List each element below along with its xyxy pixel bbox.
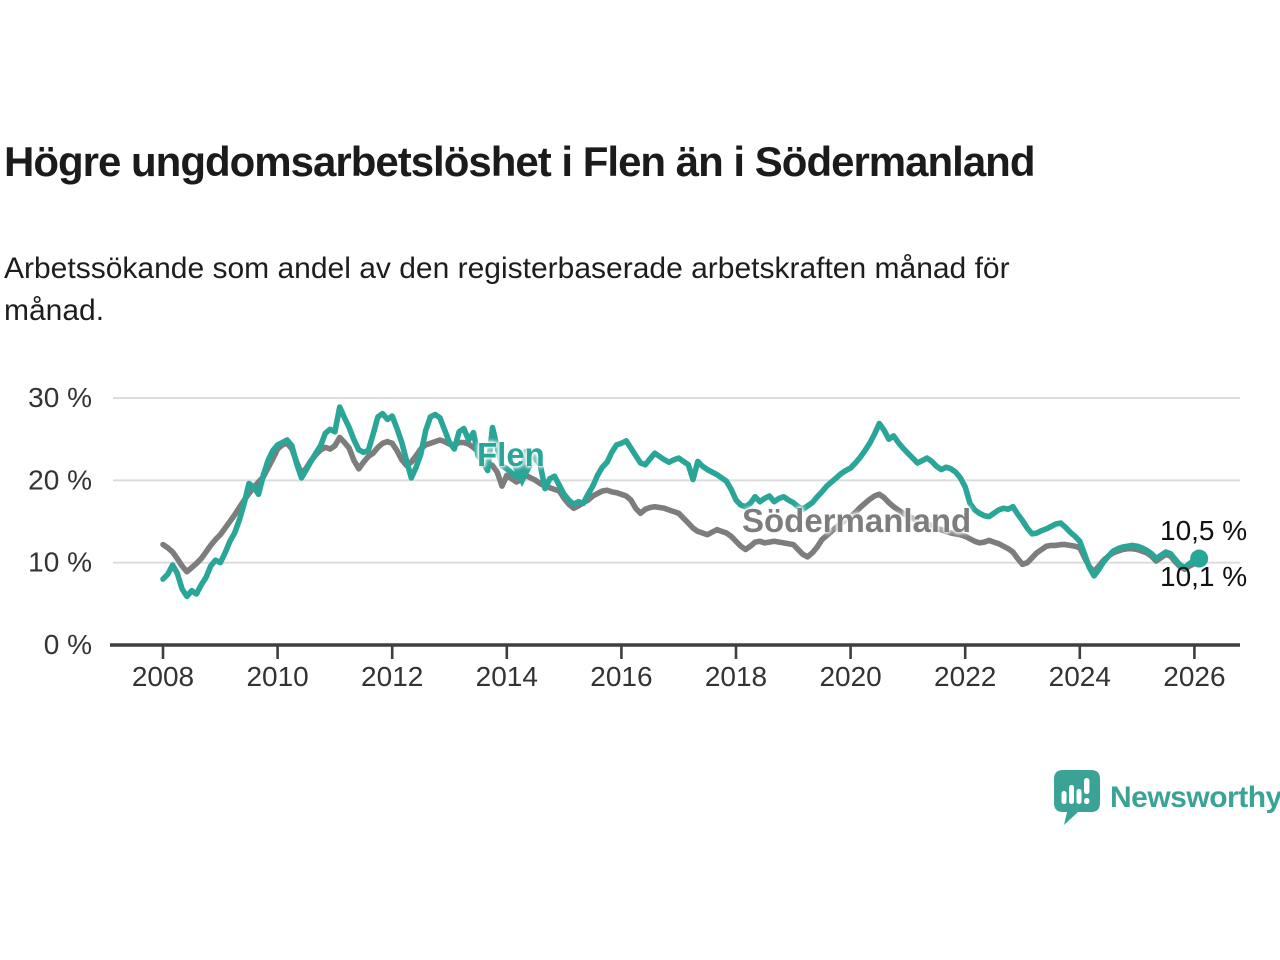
newsworthy-wordmark: Newsworthy <box>1110 781 1280 814</box>
y-tick-label: 20 % <box>28 464 92 495</box>
x-tick-label: 2010 <box>246 661 308 692</box>
x-tick-label: 2024 <box>1049 661 1111 692</box>
flen-end-dot <box>1190 549 1209 568</box>
y-tick-label: 10 % <box>28 547 92 578</box>
series-label-flen: Flen <box>477 436 545 473</box>
x-tick-label: 2022 <box>934 661 996 692</box>
flen-label-arrow-icon <box>511 464 533 487</box>
end-value-label-sodermanland: 10,1 % <box>1160 561 1248 592</box>
x-tick-label: 2026 <box>1163 661 1225 692</box>
series-line-flen <box>160 404 1202 600</box>
y-tick-label: 30 % <box>28 382 92 413</box>
series-line-södermanland <box>160 434 1202 575</box>
x-tick-label: 2020 <box>819 661 881 692</box>
x-tick-label: 2014 <box>476 661 538 692</box>
series-label-sodermanland: Södermanland <box>742 502 972 539</box>
x-tick-label: 2008 <box>132 661 194 692</box>
y-tick-label: 0 % <box>44 629 92 660</box>
newsworthy-bubble-chart-icon <box>1054 770 1100 825</box>
end-value-label-flen: 10,5 % <box>1160 515 1248 546</box>
x-tick-label: 2018 <box>705 661 767 692</box>
chart-subtitle: Arbetssökande som andel av den registerb… <box>4 248 1204 332</box>
x-tick-label: 2016 <box>590 661 652 692</box>
x-tick-label: 2012 <box>361 661 423 692</box>
subtitle-line-1: Arbetssökande som andel av den registerb… <box>4 252 1010 285</box>
page-title: Högre ungdomsarbetslöshet i Flen än i Sö… <box>4 138 1036 185</box>
newsworthy-logo: Newsworthy <box>1054 770 1280 826</box>
subtitle-line-2: månad. <box>4 294 105 327</box>
